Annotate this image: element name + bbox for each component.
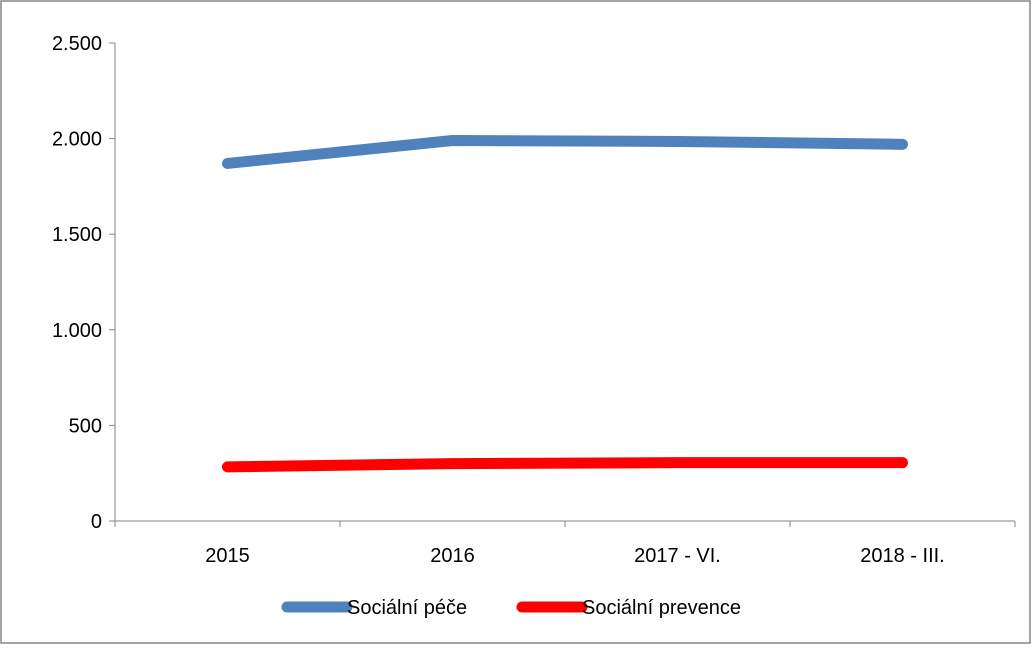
x-tick-label: 2015 (205, 545, 250, 567)
series-line-1 (228, 463, 903, 467)
x-tick-label: 2016 (430, 545, 475, 567)
y-tick-label: 0 (91, 511, 102, 533)
x-tick-label: 2017 - VI. (634, 545, 721, 567)
y-tick-label: 500 (69, 415, 102, 437)
y-tick-label: 2.000 (52, 129, 102, 151)
legend-label: Sociální péče (347, 597, 467, 619)
legend-label: Sociální prevence (582, 597, 741, 619)
y-tick-label: 1.000 (52, 320, 102, 342)
y-tick-label: 2.500 (52, 33, 102, 55)
x-tick-label: 2018 - III. (860, 545, 945, 567)
y-tick-label: 1.500 (52, 224, 102, 246)
